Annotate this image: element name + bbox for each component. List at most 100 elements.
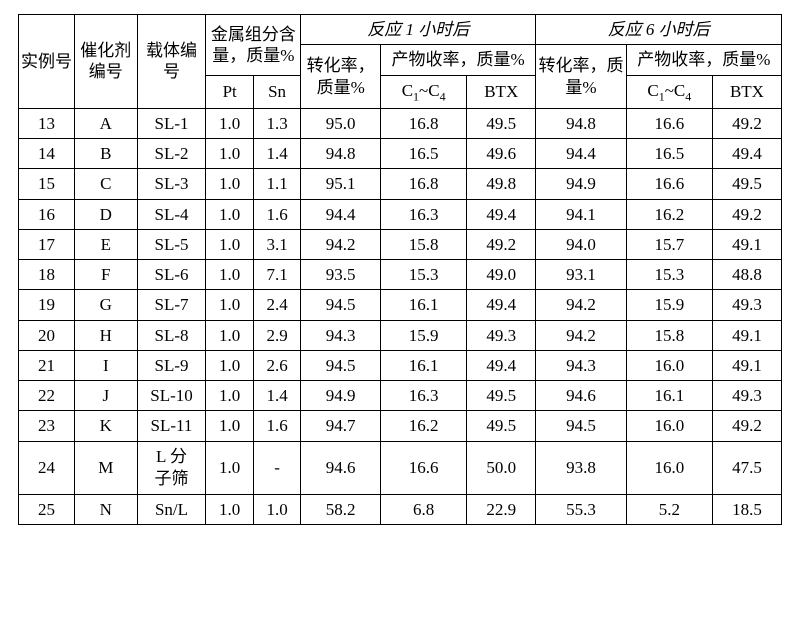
cell-c1c4-6h: 16.0 [626, 441, 712, 494]
cell-sn: 1.4 [253, 381, 300, 411]
cell-c1c4-6h: 15.3 [626, 260, 712, 290]
cell-example-no: 23 [19, 411, 75, 441]
cell-btx-6h: 49.1 [712, 320, 781, 350]
cell-catalyst-no: J [75, 381, 137, 411]
table-row: 23KSL-111.01.694.716.249.594.516.049.2 [19, 411, 782, 441]
cell-sn: 1.6 [253, 411, 300, 441]
cell-catalyst-no: E [75, 229, 137, 259]
cell-pt: 1.0 [206, 199, 253, 229]
cell-btx-1h: 49.4 [467, 290, 536, 320]
cell-carrier-no: SL-7 [137, 290, 206, 320]
cell-conversion-1h: 94.6 [301, 441, 381, 494]
cell-btx-1h: 49.5 [467, 411, 536, 441]
cell-c1c4-1h: 16.5 [381, 139, 467, 169]
cell-c1c4-6h: 5.2 [626, 494, 712, 524]
cell-pt: 1.0 [206, 411, 253, 441]
cell-catalyst-no: H [75, 320, 137, 350]
cell-btx-6h: 49.1 [712, 350, 781, 380]
cell-conversion-1h: 94.2 [301, 229, 381, 259]
cell-sn: 7.1 [253, 260, 300, 290]
cell-conversion-1h: 94.7 [301, 411, 381, 441]
cell-conversion-6h: 93.1 [536, 260, 627, 290]
cell-c1c4-1h: 16.1 [381, 350, 467, 380]
cell-btx-6h: 49.2 [712, 199, 781, 229]
cell-c1c4-1h: 15.8 [381, 229, 467, 259]
cell-conversion-1h: 95.0 [301, 108, 381, 138]
cell-btx-1h: 49.8 [467, 169, 536, 199]
cell-catalyst-no: D [75, 199, 137, 229]
cell-sn: 1.4 [253, 139, 300, 169]
cell-btx-6h: 49.5 [712, 169, 781, 199]
cell-conversion-6h: 93.8 [536, 441, 627, 494]
table-row: 14BSL-21.01.494.816.549.694.416.549.4 [19, 139, 782, 169]
cell-btx-1h: 49.5 [467, 381, 536, 411]
cell-conversion-6h: 94.0 [536, 229, 627, 259]
cell-pt: 1.0 [206, 108, 253, 138]
cell-pt: 1.0 [206, 229, 253, 259]
col-carrier-no: 载体编号 [137, 15, 206, 109]
table-row: 24ML 分子筛1.0-94.616.650.093.816.047.5 [19, 441, 782, 494]
col-yield-1h: 产物收率，质量% [381, 45, 536, 75]
cell-c1c4-6h: 15.9 [626, 290, 712, 320]
cell-conversion-6h: 94.2 [536, 290, 627, 320]
cell-conversion-1h: 95.1 [301, 169, 381, 199]
cell-sn: 1.6 [253, 199, 300, 229]
cell-catalyst-no: I [75, 350, 137, 380]
cell-carrier-no: SL-10 [137, 381, 206, 411]
cell-catalyst-no: M [75, 441, 137, 494]
cell-pt: 1.0 [206, 139, 253, 169]
cell-btx-6h: 49.3 [712, 290, 781, 320]
cell-c1c4-1h: 16.8 [381, 169, 467, 199]
cell-carrier-no: SL-5 [137, 229, 206, 259]
cell-conversion-1h: 94.5 [301, 290, 381, 320]
cell-carrier-no: SL-6 [137, 260, 206, 290]
cell-example-no: 24 [19, 441, 75, 494]
cell-c1c4-6h: 15.7 [626, 229, 712, 259]
cell-conversion-1h: 94.3 [301, 320, 381, 350]
cell-example-no: 22 [19, 381, 75, 411]
cell-c1c4-1h: 16.8 [381, 108, 467, 138]
cell-conversion-6h: 94.4 [536, 139, 627, 169]
cell-btx-6h: 49.2 [712, 108, 781, 138]
cell-conversion-1h: 94.8 [301, 139, 381, 169]
cell-sn: 2.6 [253, 350, 300, 380]
cell-pt: 1.0 [206, 290, 253, 320]
cell-conversion-1h: 93.5 [301, 260, 381, 290]
cell-btx-6h: 49.3 [712, 381, 781, 411]
col-sn: Sn [253, 75, 300, 108]
cell-btx-1h: 49.4 [467, 350, 536, 380]
col-yield-6h: 产物收率，质量% [626, 45, 781, 75]
cell-conversion-6h: 94.5 [536, 411, 627, 441]
cell-example-no: 19 [19, 290, 75, 320]
cell-example-no: 21 [19, 350, 75, 380]
cell-conversion-6h: 94.1 [536, 199, 627, 229]
col-c1c4-6h: C1~C4 [626, 75, 712, 108]
col-metal-group: 金属组分含量，质量% [206, 15, 301, 76]
cell-sn: 2.4 [253, 290, 300, 320]
cell-btx-1h: 49.3 [467, 320, 536, 350]
cell-btx-1h: 49.5 [467, 108, 536, 138]
cell-catalyst-no: K [75, 411, 137, 441]
cell-carrier-no: SL-2 [137, 139, 206, 169]
cell-example-no: 18 [19, 260, 75, 290]
cell-carrier-no: L 分子筛 [137, 441, 206, 494]
cell-conversion-6h: 94.3 [536, 350, 627, 380]
cell-sn: 1.1 [253, 169, 300, 199]
cell-catalyst-no: A [75, 108, 137, 138]
cell-pt: 1.0 [206, 441, 253, 494]
table-body: 13ASL-11.01.395.016.849.594.816.649.214B… [19, 108, 782, 524]
cell-conversion-6h: 94.6 [536, 381, 627, 411]
cell-c1c4-1h: 16.3 [381, 381, 467, 411]
cell-catalyst-no: B [75, 139, 137, 169]
col-conversion-6h: 转化率，质量% [536, 45, 627, 109]
cell-btx-1h: 50.0 [467, 441, 536, 494]
cell-conversion-6h: 94.9 [536, 169, 627, 199]
cell-catalyst-no: C [75, 169, 137, 199]
cell-example-no: 13 [19, 108, 75, 138]
cell-example-no: 17 [19, 229, 75, 259]
cell-c1c4-1h: 6.8 [381, 494, 467, 524]
cell-c1c4-6h: 16.1 [626, 381, 712, 411]
table-row: 19GSL-71.02.494.516.149.494.215.949.3 [19, 290, 782, 320]
col-btx-1h: BTX [467, 75, 536, 108]
cell-c1c4-6h: 16.0 [626, 350, 712, 380]
